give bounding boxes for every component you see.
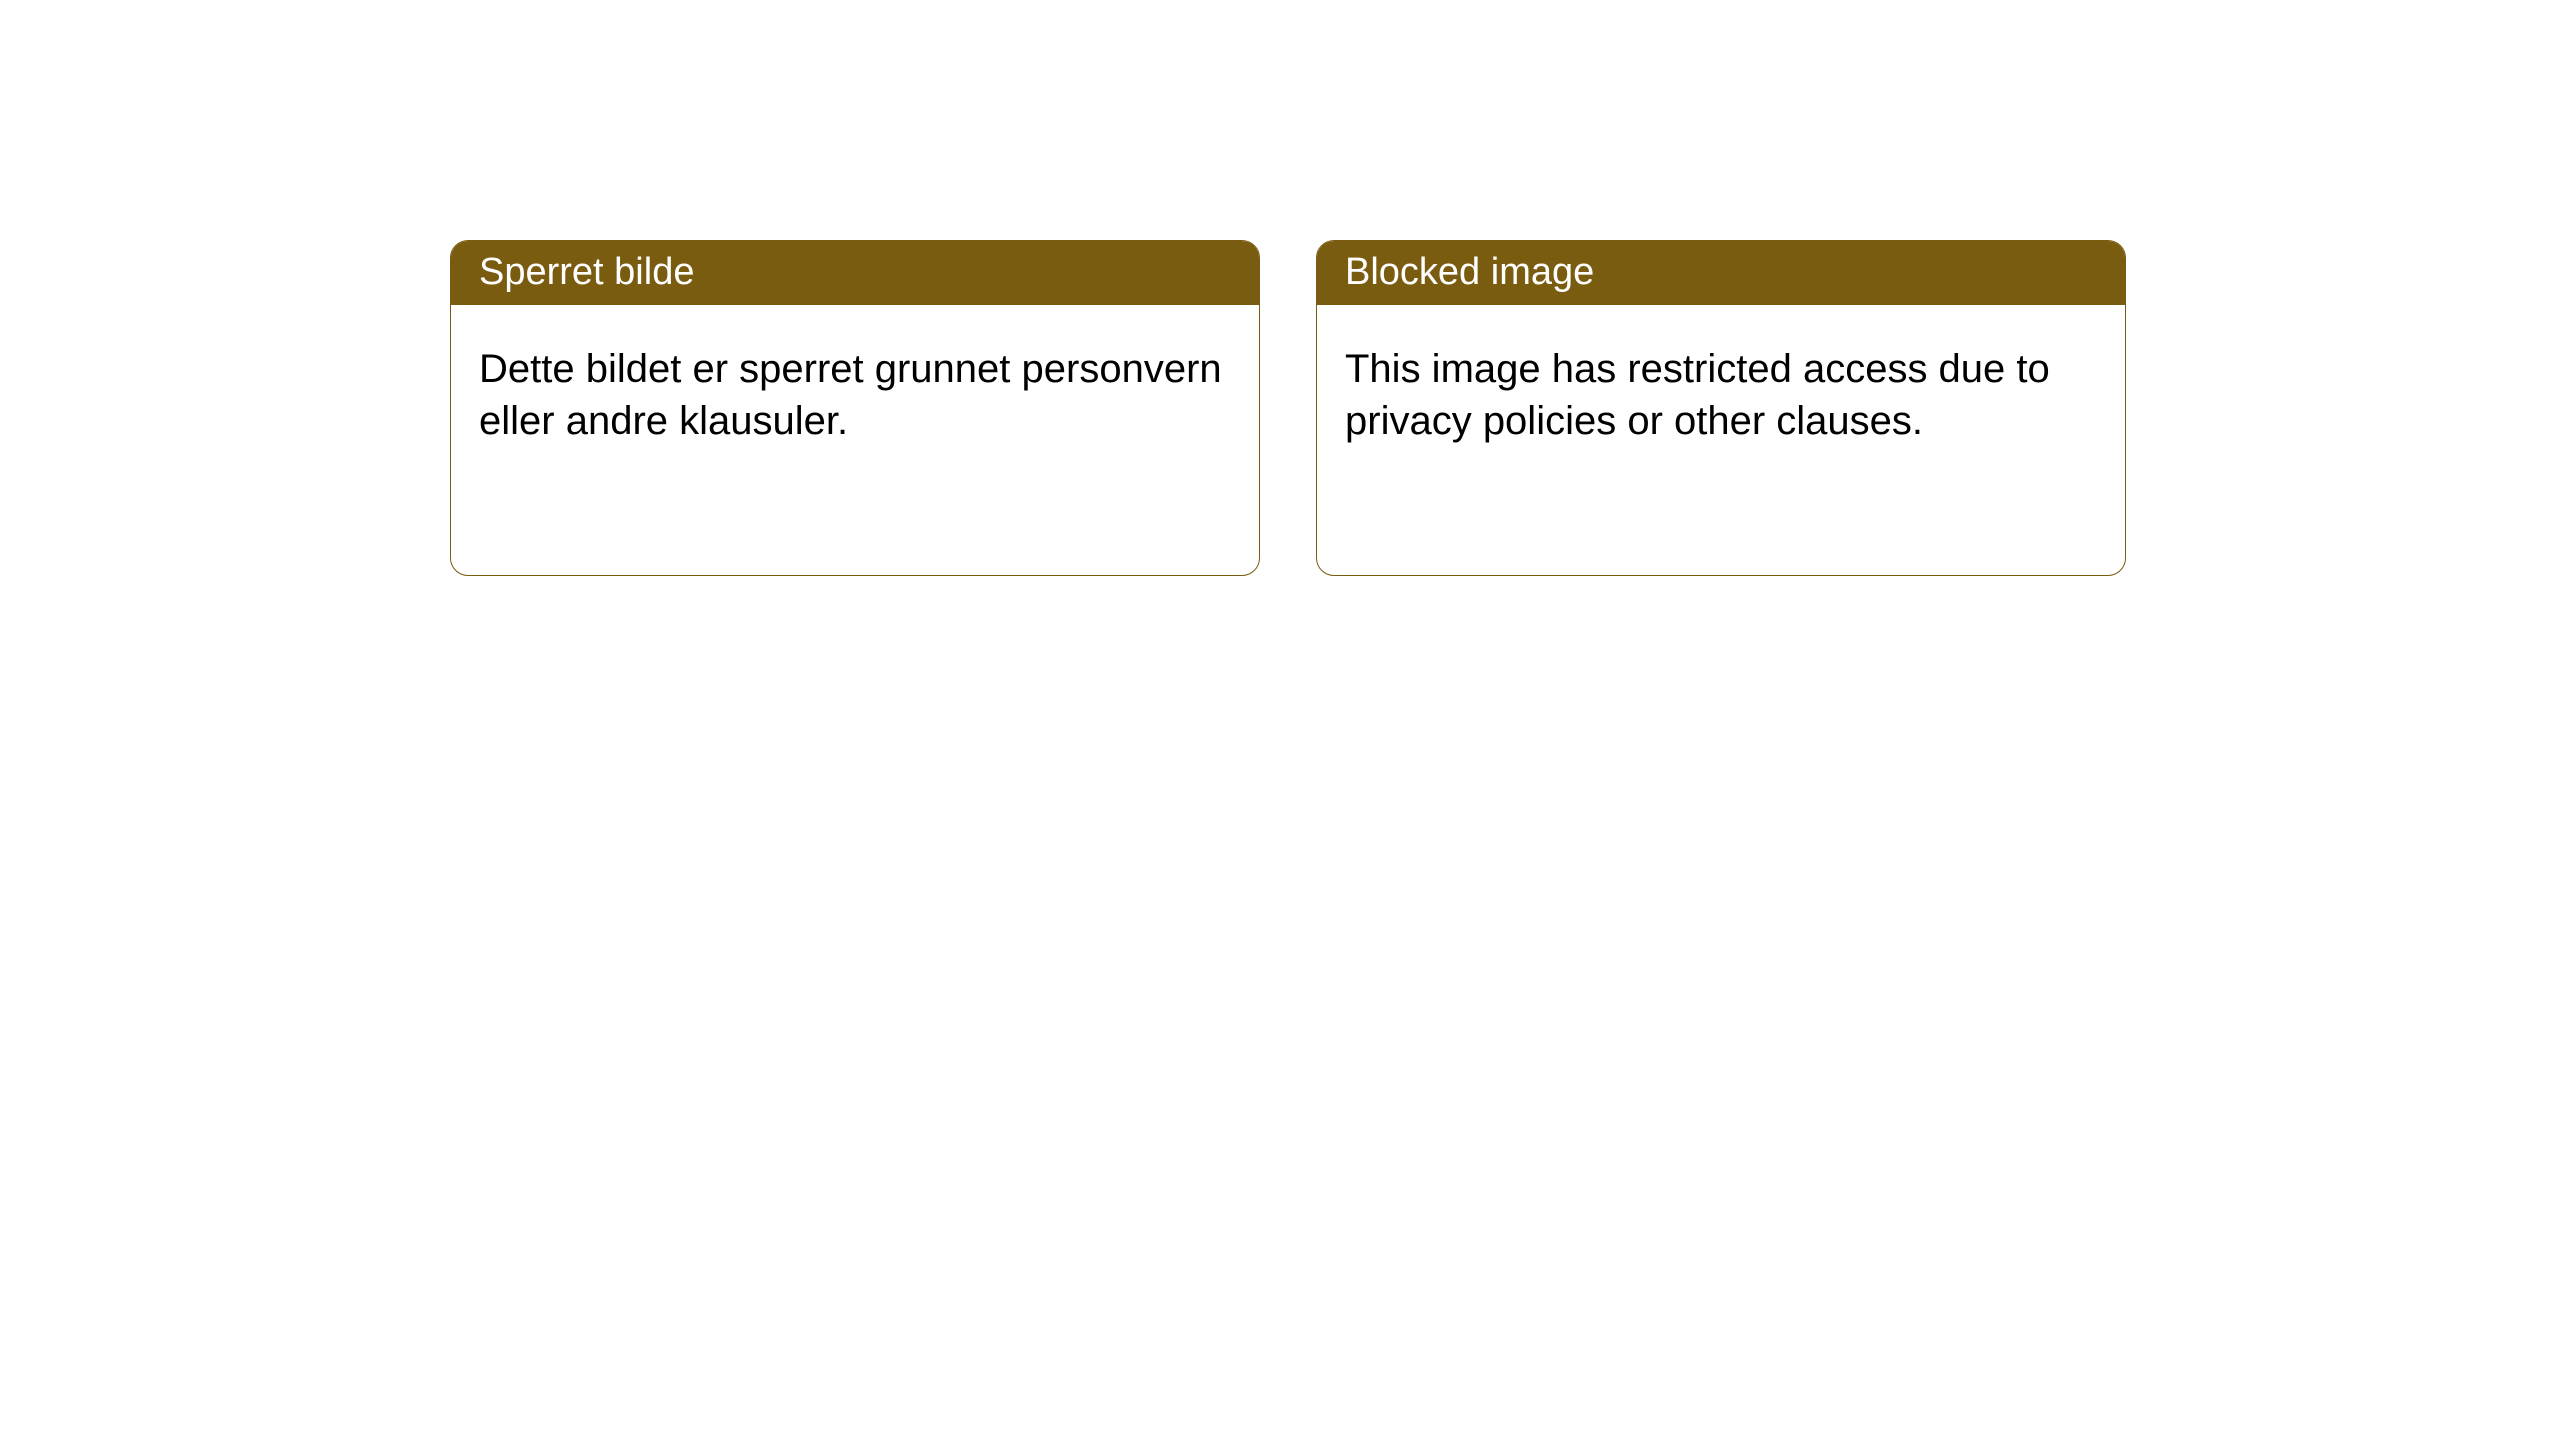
- notice-title: Blocked image: [1317, 241, 2125, 305]
- notice-card-english: Blocked image This image has restricted …: [1316, 240, 2126, 576]
- notice-container: Sperret bilde Dette bildet er sperret gr…: [0, 0, 2560, 576]
- notice-body: This image has restricted access due to …: [1317, 305, 2125, 575]
- notice-card-norwegian: Sperret bilde Dette bildet er sperret gr…: [450, 240, 1260, 576]
- notice-title: Sperret bilde: [451, 241, 1259, 305]
- notice-body: Dette bildet er sperret grunnet personve…: [451, 305, 1259, 575]
